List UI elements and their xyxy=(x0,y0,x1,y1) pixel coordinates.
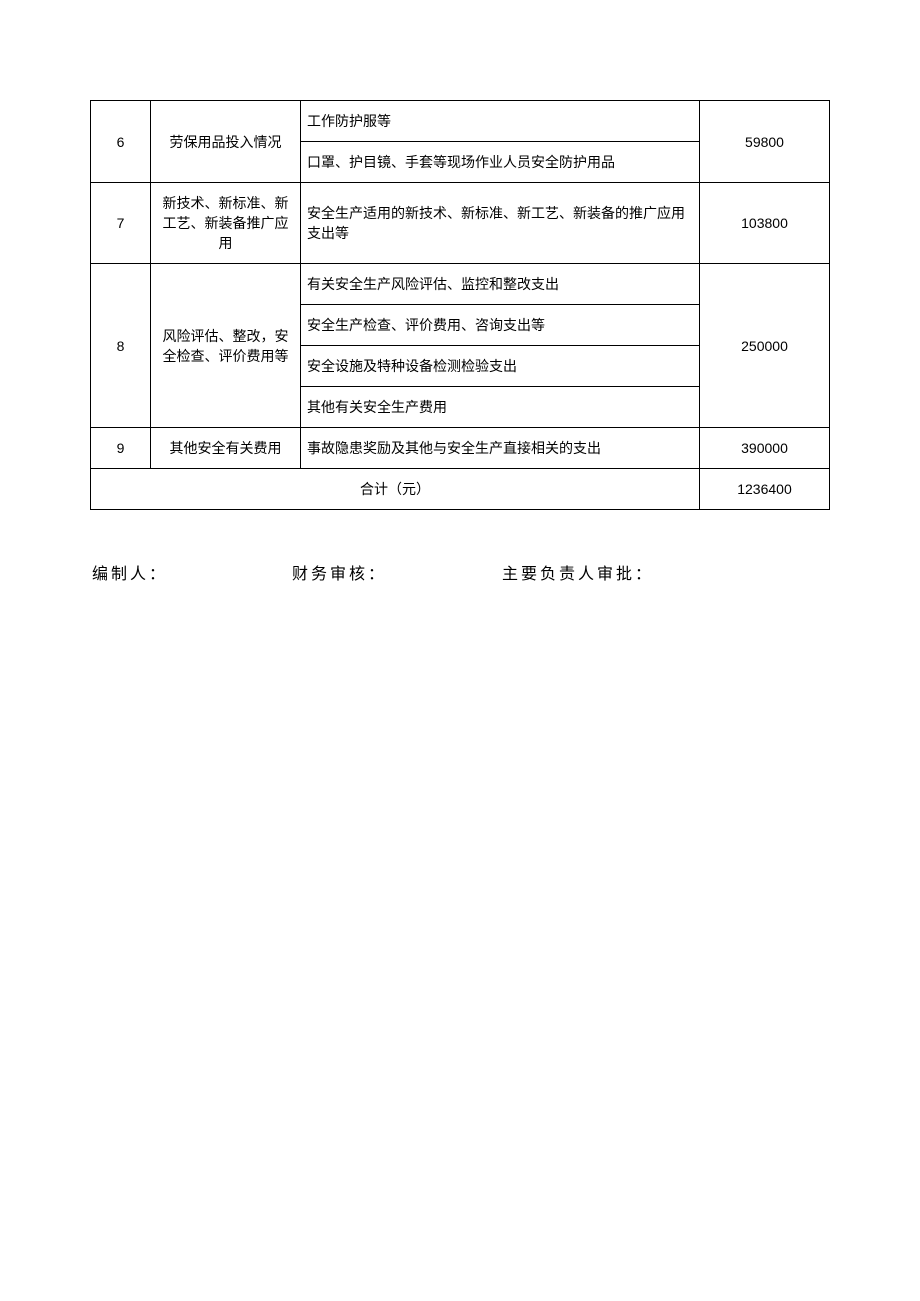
row-detail: 安全生产适用的新技术、新标准、新工艺、新装备的推广应用支出等 xyxy=(301,183,700,264)
row-detail: 其他有关安全生产费用 xyxy=(301,387,700,428)
total-label: 合计（元） xyxy=(91,469,700,510)
row-category: 风险评估、整改，安全检查、评价费用等 xyxy=(151,264,301,428)
row-detail: 口罩、护目镜、手套等现场作业人员安全防护用品 xyxy=(301,142,700,183)
row-category: 新技术、新标准、新工艺、新装备推广应用 xyxy=(151,183,301,264)
table-row: 7 新技术、新标准、新工艺、新装备推广应用 安全生产适用的新技术、新标准、新工艺… xyxy=(91,183,830,264)
row-detail: 安全生产检查、评价费用、咨询支出等 xyxy=(301,305,700,346)
table-row: 9 其他安全有关费用 事故隐患奖励及其他与安全生产直接相关的支出 390000 xyxy=(91,428,830,469)
row-number: 6 xyxy=(91,101,151,183)
row-amount: 390000 xyxy=(700,428,830,469)
row-detail: 安全设施及特种设备检测检验支出 xyxy=(301,346,700,387)
total-row: 合计（元） 1236400 xyxy=(91,469,830,510)
signature-finance: 财务审核： xyxy=(292,560,502,584)
row-number: 7 xyxy=(91,183,151,264)
row-detail: 事故隐患奖励及其他与安全生产直接相关的支出 xyxy=(301,428,700,469)
expense-table: 6 劳保用品投入情况 工作防护服等 59800 口罩、护目镜、手套等现场作业人员… xyxy=(90,100,830,510)
signature-preparer: 编制人： xyxy=(92,560,292,584)
table-row: 6 劳保用品投入情况 工作防护服等 59800 xyxy=(91,101,830,142)
row-amount: 59800 xyxy=(700,101,830,183)
row-category: 其他安全有关费用 xyxy=(151,428,301,469)
total-amount: 1236400 xyxy=(700,469,830,510)
signature-row: 编制人： 财务审核： 主要负责人审批： xyxy=(90,560,830,584)
row-category: 劳保用品投入情况 xyxy=(151,101,301,183)
row-amount: 103800 xyxy=(700,183,830,264)
signature-approver: 主要负责人审批： xyxy=(502,560,830,584)
row-number: 9 xyxy=(91,428,151,469)
row-number: 8 xyxy=(91,264,151,428)
row-amount: 250000 xyxy=(700,264,830,428)
row-detail: 工作防护服等 xyxy=(301,101,700,142)
table-row: 8 风险评估、整改，安全检查、评价费用等 有关安全生产风险评估、监控和整改支出 … xyxy=(91,264,830,305)
row-detail: 有关安全生产风险评估、监控和整改支出 xyxy=(301,264,700,305)
